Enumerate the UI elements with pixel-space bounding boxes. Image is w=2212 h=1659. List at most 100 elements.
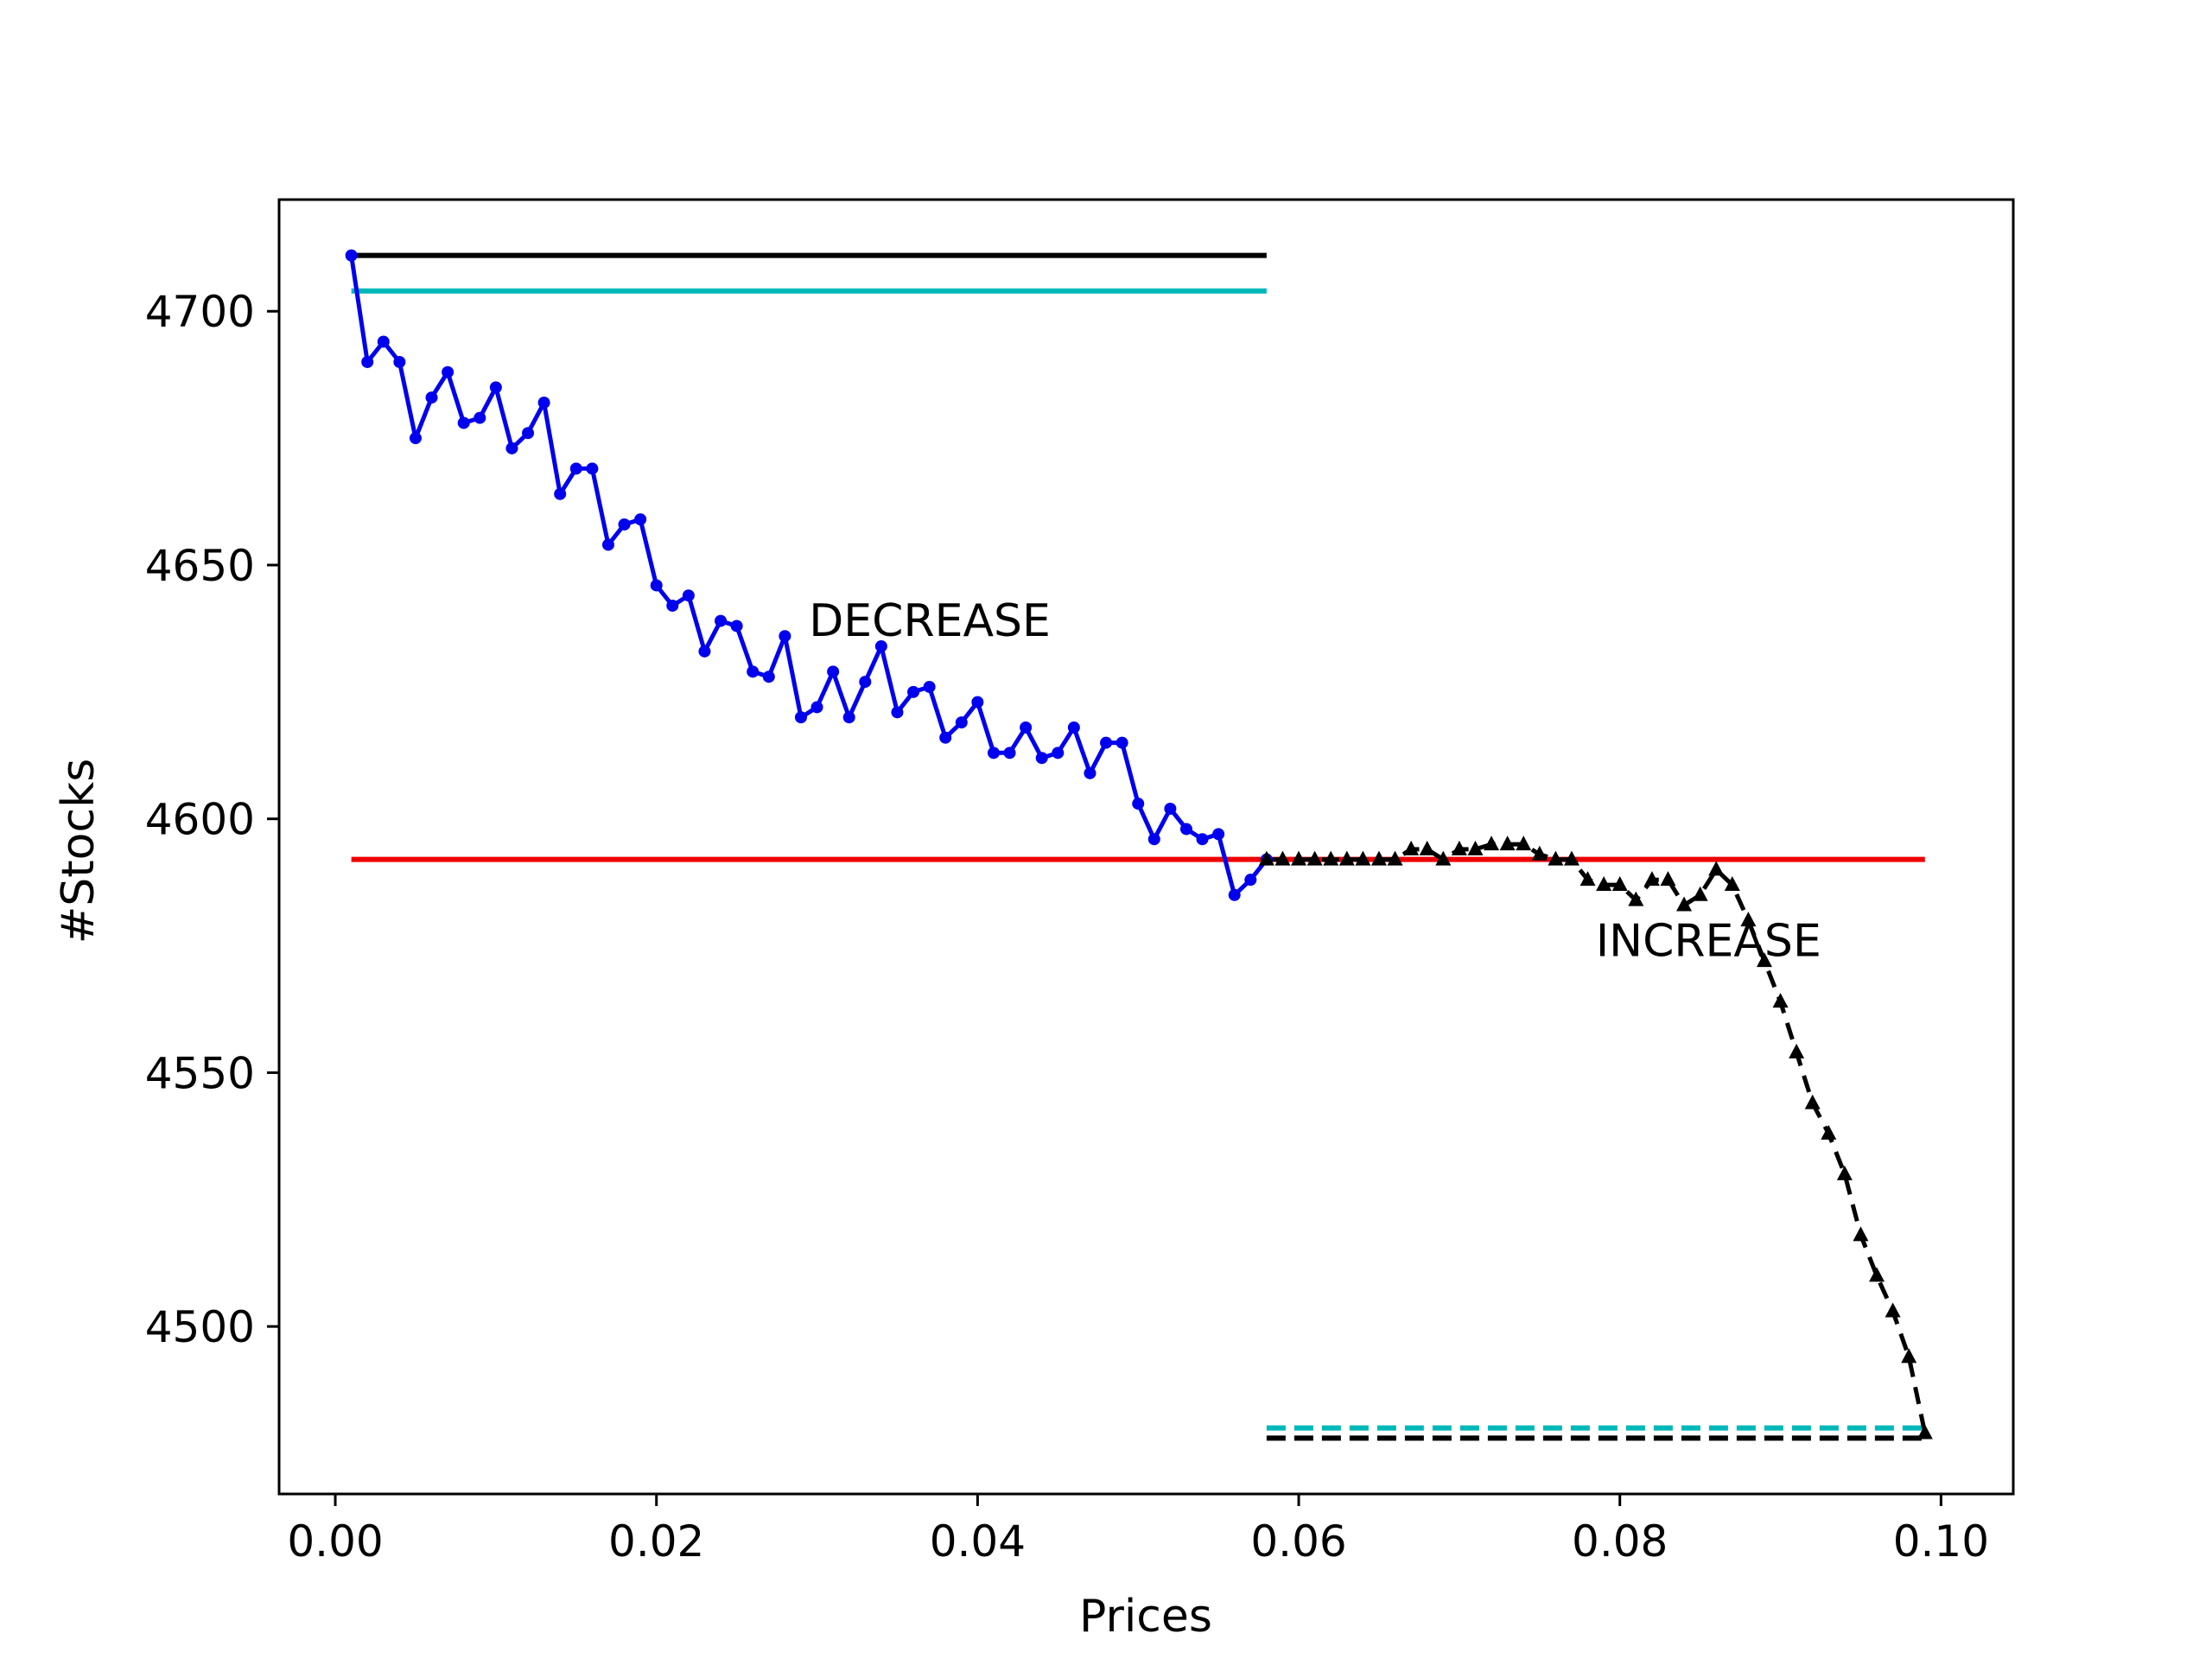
decrease-point (1179, 823, 1192, 836)
increase-point (1516, 836, 1532, 851)
decrease-point (874, 639, 887, 652)
annotation-increase: INCREASE (1596, 915, 1821, 967)
increase-point (1643, 871, 1660, 887)
decrease-point (1116, 736, 1128, 749)
increase-point (1836, 1165, 1853, 1180)
increase-point (1531, 845, 1548, 861)
decrease-point (457, 416, 470, 429)
decrease-point (425, 391, 438, 404)
increase-point (1274, 850, 1291, 866)
increase-point (1869, 1267, 1885, 1282)
decrease-point (1003, 747, 1016, 760)
decrease-point (794, 711, 807, 724)
decrease-point (377, 335, 390, 348)
plot-frame (277, 198, 2015, 1496)
x-tick-label: 0.10 (1893, 1516, 1989, 1567)
decrease-point (939, 731, 952, 744)
increase-point (1821, 1124, 1837, 1140)
increase-point (1708, 861, 1725, 876)
increase-point (1403, 840, 1420, 855)
increase-point (1740, 912, 1757, 927)
increase-point (1804, 1094, 1821, 1109)
decrease-point (393, 355, 406, 368)
decrease-point (537, 396, 550, 409)
y-tick-label: 4650 (145, 541, 255, 591)
increase-point (1580, 871, 1596, 887)
decrease-point (361, 355, 374, 368)
decrease-point (601, 538, 614, 551)
increase-point (1563, 850, 1580, 866)
increase-point (1692, 886, 1708, 901)
x-tick-label: 0.00 (287, 1516, 383, 1567)
decrease-point (489, 381, 502, 394)
decrease-point (715, 614, 728, 627)
decrease-point (1100, 736, 1113, 749)
decrease-point (1244, 874, 1257, 887)
y-tick-label: 4700 (145, 287, 255, 337)
increase-point (1901, 1348, 1917, 1363)
increase-point (1419, 840, 1435, 855)
decrease-point (586, 462, 599, 475)
decrease-point (522, 427, 535, 440)
y-tick-label: 4600 (145, 795, 255, 845)
decrease-point (810, 701, 823, 714)
decrease-point (1020, 721, 1033, 734)
increase-point (1789, 1043, 1805, 1058)
annotation-decrease: DECREASE (809, 595, 1051, 647)
decrease-point (618, 518, 631, 531)
decrease-point (1196, 833, 1209, 846)
increase-point (1548, 850, 1564, 866)
decrease-point (762, 671, 775, 683)
decrease-series-line (349, 255, 1268, 898)
increase-point (1370, 850, 1387, 866)
increase-point (1258, 850, 1274, 866)
decrease-point (554, 487, 567, 500)
increase-point (1306, 850, 1323, 866)
x-tick-label: 0.08 (1572, 1516, 1668, 1567)
y-tick-label: 4550 (145, 1048, 255, 1098)
decrease-point (1147, 833, 1160, 846)
decrease-point (827, 665, 840, 678)
decrease-point (1164, 802, 1177, 815)
decrease-point (1084, 766, 1096, 779)
decrease-point (1228, 888, 1241, 901)
increase-point (1338, 850, 1355, 866)
increase-point (1499, 836, 1516, 851)
decrease-point (474, 411, 486, 424)
decrease-point (907, 685, 920, 698)
decrease-point (1052, 747, 1065, 760)
decrease-point (955, 716, 968, 729)
decrease-point (682, 589, 695, 602)
decrease-point (779, 630, 791, 643)
increase-point (1724, 876, 1740, 892)
decrease-point (891, 706, 904, 719)
increase-point (1451, 840, 1467, 855)
y-axis-label: #Stocks (53, 759, 105, 944)
increase-point (1596, 876, 1612, 892)
increase-point (1323, 850, 1339, 866)
increase-point (1676, 896, 1693, 912)
decrease-point (650, 579, 663, 592)
decrease-point (409, 432, 422, 445)
decrease-point (505, 442, 518, 454)
increase-point (1484, 836, 1500, 851)
decrease-point (1035, 752, 1048, 765)
x-tick-label: 0.02 (608, 1516, 704, 1567)
increase-point (1772, 993, 1789, 1008)
increase-point (1756, 952, 1772, 968)
decrease-point (634, 513, 647, 526)
x-axis-label: Prices (1079, 1591, 1212, 1643)
increase-point (1916, 1424, 1933, 1440)
decrease-point (747, 665, 760, 678)
increase-point (1853, 1226, 1869, 1242)
increase-point (1885, 1302, 1901, 1318)
increase-point (1355, 850, 1371, 866)
decrease-point (569, 462, 582, 475)
decrease-point (345, 249, 358, 262)
increase-point (1660, 871, 1676, 887)
decrease-point (1212, 828, 1225, 841)
decrease-point (666, 599, 679, 612)
decrease-point (987, 747, 1000, 760)
increase-point (1387, 850, 1403, 866)
